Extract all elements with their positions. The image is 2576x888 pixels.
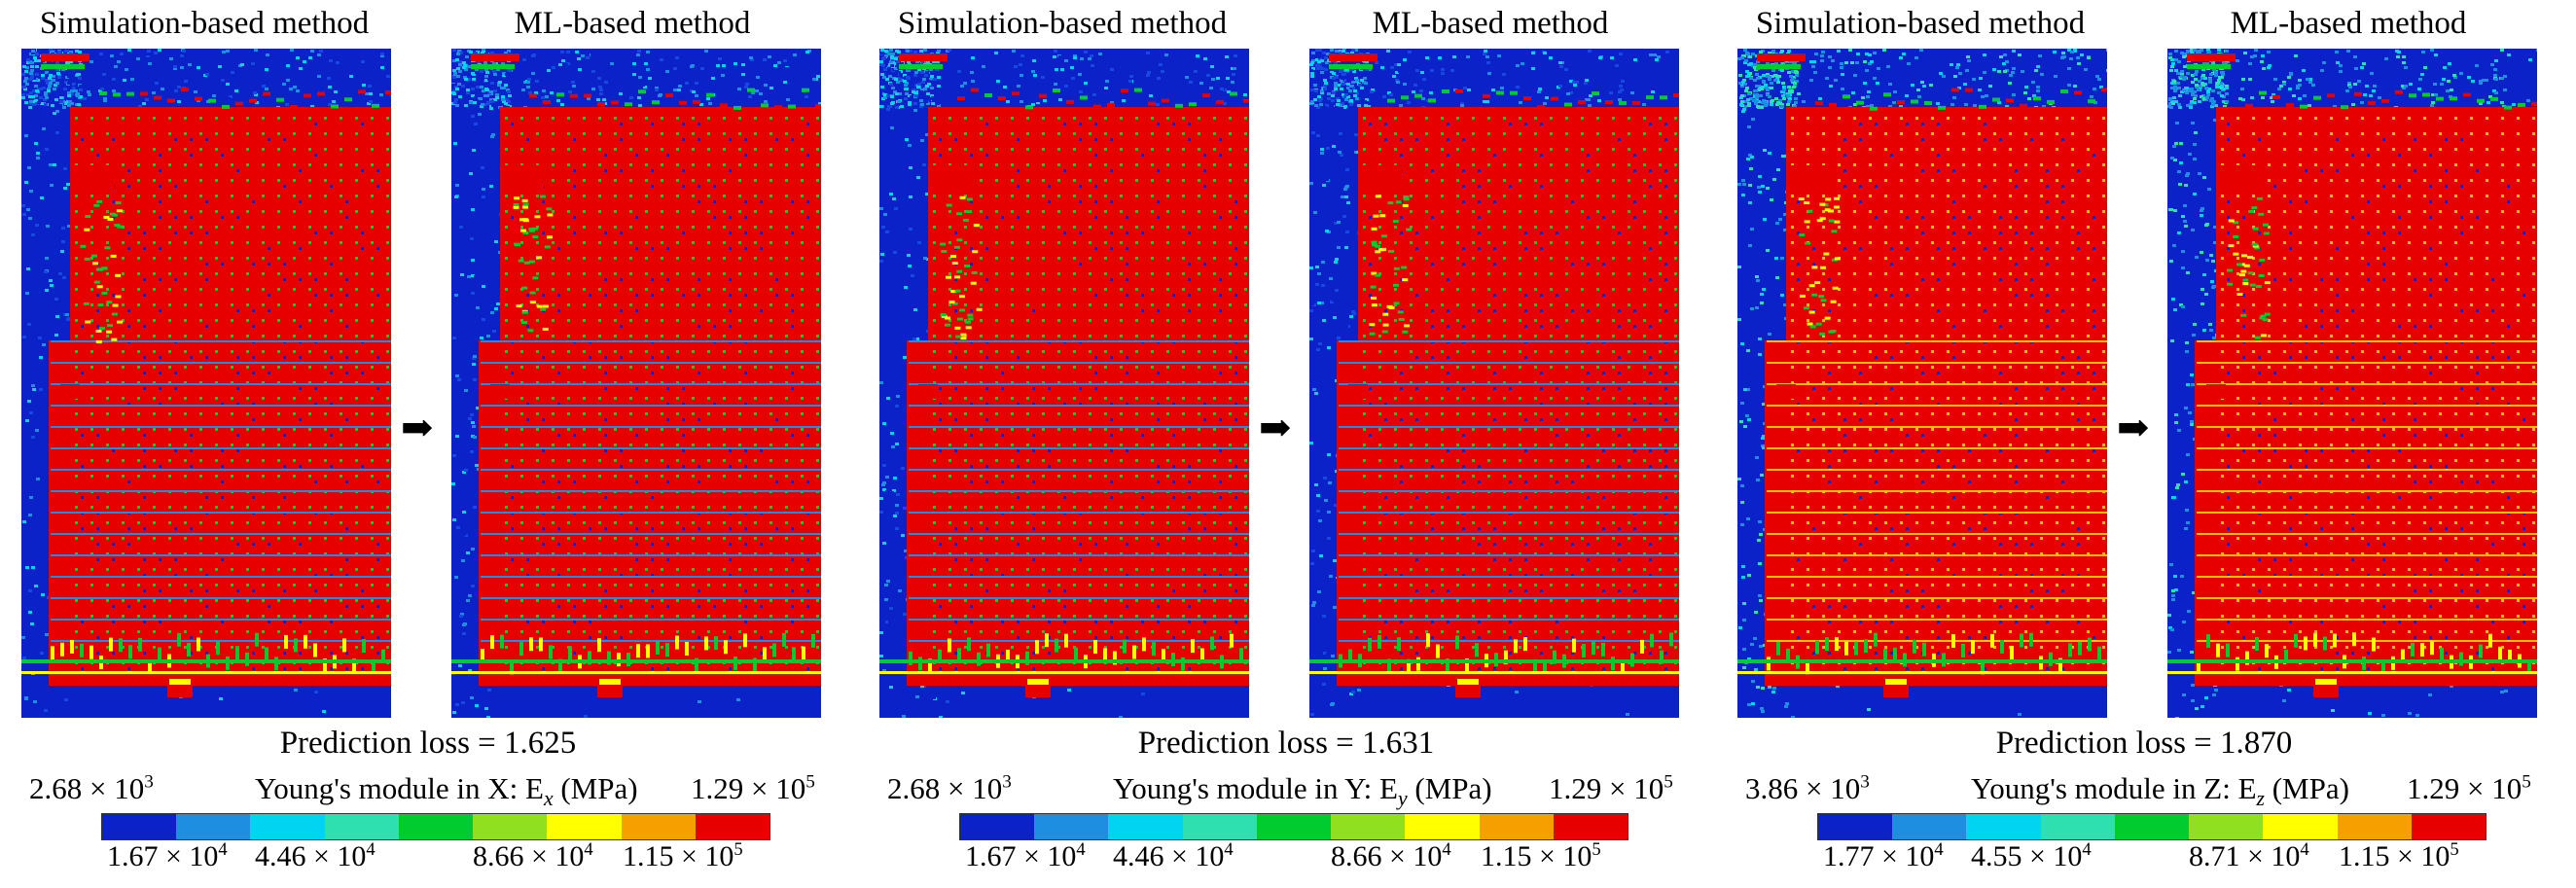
colorbar-segment	[1405, 814, 1480, 839]
colorbar-segment	[2189, 814, 2264, 839]
sim-heatmap-y	[879, 49, 1249, 718]
colorbar-segment	[1479, 814, 1554, 839]
colorbar-segment	[176, 814, 251, 839]
sim-title: Simulation-based method	[39, 6, 370, 41]
colorbar-segment	[2114, 814, 2190, 839]
colorbar-tick: 1.15 × 105	[2339, 839, 2459, 872]
colorbar-tick: 4.55 × 104	[1971, 839, 2092, 872]
colorbar-segment	[398, 814, 474, 839]
right-arrow-icon: ➡	[401, 406, 434, 449]
colorbar	[101, 813, 770, 840]
colorbar-segment	[1034, 814, 1109, 839]
sim-title: Simulation-based method	[1755, 6, 2086, 41]
colorbar-min: 3.86 × 103	[1745, 771, 1870, 805]
colorbar-segment	[2040, 814, 2115, 839]
ml-heatmap-z	[2167, 49, 2537, 718]
colorbar	[1817, 813, 2487, 840]
colorbar-max: 1.29 × 105	[2407, 771, 2531, 805]
colorbar-label: Young's module in Z: Ez (MPa)	[1971, 771, 2349, 811]
ml-heatmap-y	[1309, 49, 1679, 718]
sim-heatmap-z	[1737, 49, 2107, 718]
colorbar-segment	[621, 814, 696, 839]
prediction-loss: Prediction loss = 1.631	[1137, 726, 1435, 761]
colorbar-min: 2.68 × 103	[29, 771, 154, 805]
colorbar-segment	[695, 814, 769, 839]
ml-title: ML-based method	[1372, 6, 1609, 41]
colorbar-segment	[1892, 814, 1967, 839]
colorbar-tick: 4.46 × 104	[1113, 839, 1234, 872]
colorbar-label: Young's module in X: Ex (MPa)	[255, 771, 638, 811]
colorbar-tick: 1.67 × 104	[965, 839, 1086, 872]
colorbar-tick: 8.66 × 104	[473, 839, 593, 872]
colorbar-segment	[1108, 814, 1183, 839]
right-arrow-icon: ➡	[1259, 406, 1292, 449]
colorbar-tick: 8.71 × 104	[2189, 839, 2309, 872]
ml-title: ML-based method	[2230, 6, 2467, 41]
field-map	[1737, 49, 2107, 718]
colorbar-label: Young's module in Y: Ey (MPa)	[1113, 771, 1492, 811]
colorbar-segment	[1182, 814, 1257, 839]
prediction-loss: Prediction loss = 1.625	[279, 726, 577, 761]
group-x: Simulation-based method ML-based method …	[0, 0, 856, 888]
colorbar-segment	[1966, 814, 2041, 839]
colorbar-max: 1.29 × 105	[691, 771, 815, 805]
sim-title: Simulation-based method	[897, 6, 1228, 41]
ml-title: ML-based method	[514, 6, 751, 41]
colorbar-segment	[250, 814, 325, 839]
colorbar-segment	[2411, 814, 2486, 839]
colorbar-tick: 1.77 × 104	[1823, 839, 1944, 872]
field-map	[21, 49, 391, 718]
colorbar-segment	[324, 814, 399, 839]
colorbar-segment	[547, 814, 622, 839]
right-arrow-icon: ➡	[2117, 406, 2150, 449]
colorbar-segment	[1256, 814, 1332, 839]
prediction-loss: Prediction loss = 1.870	[1995, 726, 2293, 761]
field-map	[451, 49, 821, 718]
group-z: Simulation-based method ML-based method …	[1716, 0, 2572, 888]
colorbar	[959, 813, 1628, 840]
colorbar-tick: 8.66 × 104	[1331, 839, 1451, 872]
colorbar-segment	[2337, 814, 2412, 839]
colorbar-segment	[473, 814, 548, 839]
colorbar-segment	[2263, 814, 2338, 839]
colorbar-tick: 1.15 × 105	[1481, 839, 1601, 872]
colorbar-segment	[960, 814, 1035, 839]
field-map	[2167, 49, 2537, 718]
colorbar-tick: 1.67 × 104	[107, 839, 228, 872]
colorbar-min: 2.68 × 103	[887, 771, 1012, 805]
colorbar-segment	[1553, 814, 1628, 839]
colorbar-segment	[1818, 814, 1893, 839]
field-map	[879, 49, 1249, 718]
field-map	[1309, 49, 1679, 718]
colorbar-max: 1.29 × 105	[1549, 771, 1673, 805]
sim-heatmap-x	[21, 49, 391, 718]
colorbar-tick: 4.46 × 104	[255, 839, 376, 872]
colorbar-tick: 1.15 × 105	[623, 839, 743, 872]
ml-heatmap-x	[451, 49, 821, 718]
colorbar-segment	[1331, 814, 1406, 839]
group-y: Simulation-based method ML-based method …	[858, 0, 1714, 888]
colorbar-segment	[102, 814, 177, 839]
